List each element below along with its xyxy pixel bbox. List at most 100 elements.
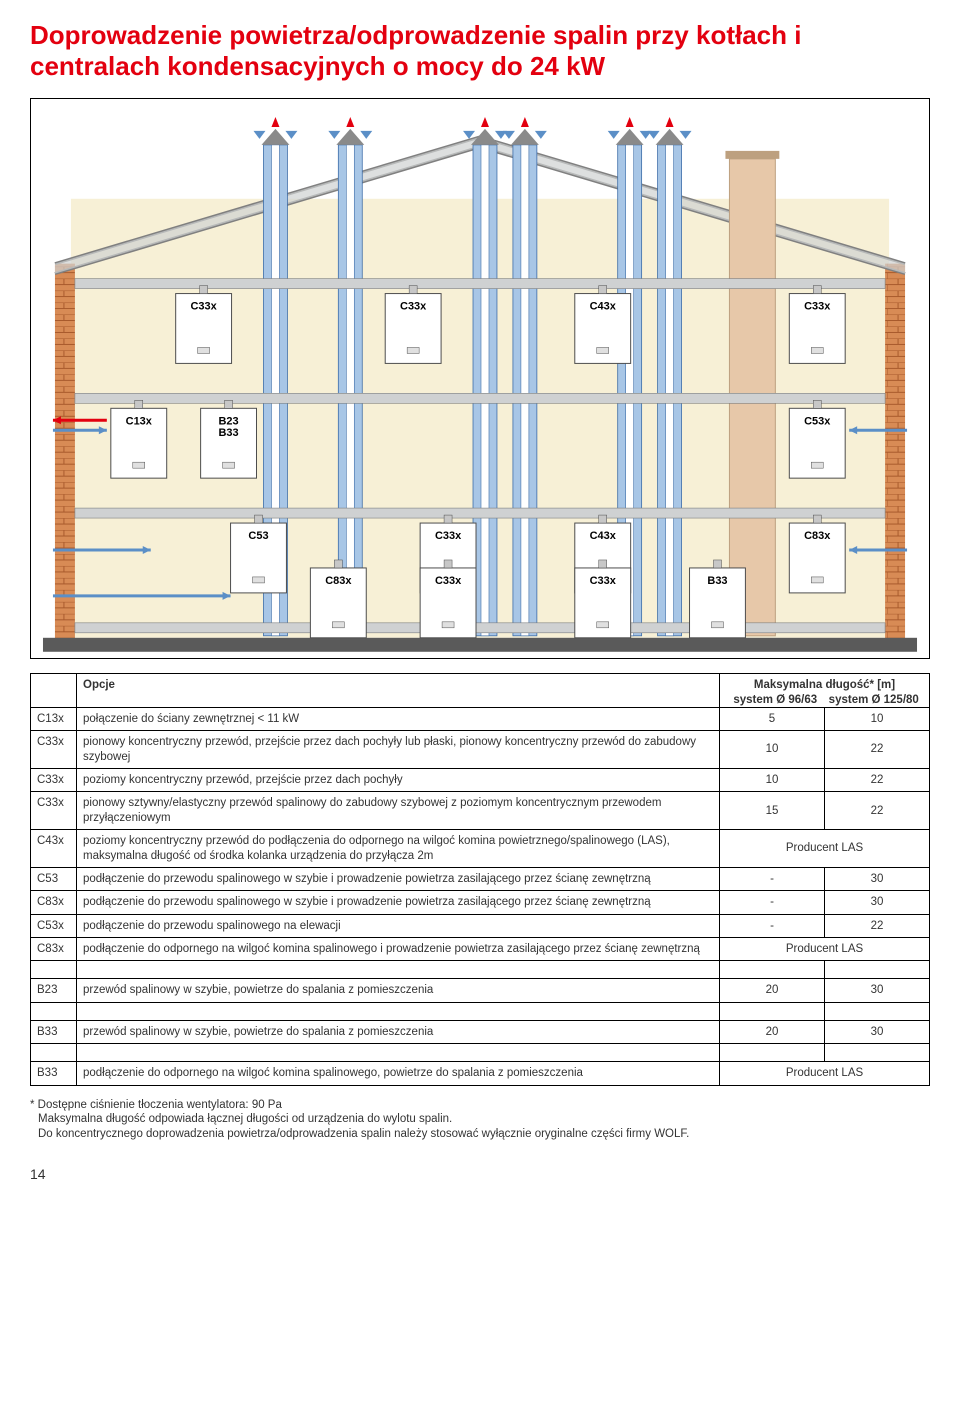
boiler-label: C53 <box>248 530 268 542</box>
row-code: C53 <box>31 867 77 890</box>
boiler-label: C33x <box>435 575 462 587</box>
spacer-row <box>31 961 930 979</box>
row-merged: Producent LAS <box>720 1062 930 1085</box>
footnote-line: Do koncentrycznego doprowadzenia powietr… <box>30 1127 930 1142</box>
row-desc: podłączenie do odpornego na wilgoć komin… <box>77 938 720 961</box>
boiler-unit: C33x <box>420 560 476 638</box>
row-val-b: 10 <box>825 707 930 730</box>
row-val-b: 30 <box>825 891 930 914</box>
row-desc: poziomy koncentryczny przewód do podłącz… <box>77 830 720 868</box>
row-desc: pionowy sztywny/elastyczny przewód spali… <box>77 792 720 830</box>
header-maxlen: Maksymalna długość* [m] <box>726 678 923 692</box>
row-code: C83x <box>31 891 77 914</box>
table-row: C33xpionowy koncentryczny przewód, przej… <box>31 731 930 769</box>
table-row: B33przewód spalinowy w szybie, powietrze… <box>31 1020 930 1043</box>
boiler-unit: B33 <box>690 560 746 638</box>
row-code: B33 <box>31 1062 77 1085</box>
boiler-label: B33 <box>707 575 727 587</box>
boiler-unit: C33x <box>176 286 232 364</box>
row-code: C83x <box>31 938 77 961</box>
boiler-label: B23 <box>219 416 239 428</box>
row-desc: przewód spalinowy w szybie, powietrze do… <box>77 1020 720 1043</box>
row-code: C33x <box>31 792 77 830</box>
row-val-b: 22 <box>825 914 930 937</box>
boiler-label: C83x <box>325 575 352 587</box>
row-val-a: 15 <box>720 792 825 830</box>
table-row: C43xpoziomy koncentryczny przewód do pod… <box>31 830 930 868</box>
page-number: 14 <box>30 1166 930 1182</box>
boiler-label: B33 <box>219 428 239 440</box>
boiler-unit: C83x <box>310 560 366 638</box>
table-row: B23przewód spalinowy w szybie, powietrze… <box>31 979 930 1002</box>
boiler-unit: C53x <box>789 401 845 479</box>
row-code: C43x <box>31 830 77 868</box>
table-row: C13xpołączenie do ściany zewnętrznej < 1… <box>31 707 930 730</box>
row-val-b: 22 <box>825 731 930 769</box>
row-desc: podłączenie do przewodu spalinowego w sz… <box>77 867 720 890</box>
table-row: C33xpoziomy koncentryczny przewód, przej… <box>31 769 930 792</box>
boiler-unit: B23B33 <box>201 401 257 479</box>
table-row: C83xpodłączenie do przewodu spalinowego … <box>31 891 930 914</box>
footnote-line: Maksymalna długość odpowiada łącznej dłu… <box>30 1112 930 1127</box>
options-table: Opcje Maksymalna długość* [m] system Ø 9… <box>30 673 930 1085</box>
boiler-label: C33x <box>590 575 617 587</box>
boiler-label: C53x <box>804 416 831 428</box>
row-val-a: - <box>720 914 825 937</box>
boiler-unit: C53 <box>231 515 287 593</box>
page-title: Doprowadzenie powietrza/odprowadzenie sp… <box>30 20 930 82</box>
boiler-label: C33x <box>191 301 218 313</box>
footnotes: * Dostępne ciśnienie tłoczenia wentylato… <box>30 1098 930 1143</box>
row-val-b: 30 <box>825 979 930 1002</box>
row-desc: podłączenie do przewodu spalinowego na e… <box>77 914 720 937</box>
row-code: C33x <box>31 769 77 792</box>
boiler-unit: C33x <box>385 286 441 364</box>
table-row: C53xpodłączenie do przewodu spalinowego … <box>31 914 930 937</box>
boiler-label: C13x <box>126 416 153 428</box>
header-sysB: system Ø 125/80 <box>825 693 924 707</box>
row-val-a: 10 <box>720 769 825 792</box>
boiler-label: C33x <box>435 530 462 542</box>
boiler-unit: C43x <box>575 286 631 364</box>
row-val-a: - <box>720 891 825 914</box>
boiler-label: C43x <box>590 530 617 542</box>
row-merged: Producent LAS <box>720 938 930 961</box>
row-val-b: 30 <box>825 867 930 890</box>
footnote-line: * Dostępne ciśnienie tłoczenia wentylato… <box>30 1098 930 1113</box>
row-val-b: 22 <box>825 769 930 792</box>
row-code: B33 <box>31 1020 77 1043</box>
row-code: C53x <box>31 914 77 937</box>
row-desc: podłączenie do odpornego na wilgoć komin… <box>77 1062 720 1085</box>
row-code: C33x <box>31 731 77 769</box>
row-merged: Producent LAS <box>720 830 930 868</box>
row-val-a: 20 <box>720 979 825 1002</box>
row-code: C13x <box>31 707 77 730</box>
header-sysA: system Ø 96/63 <box>726 693 825 707</box>
table-row: C83xpodłączenie do odpornego na wilgoć k… <box>31 938 930 961</box>
boiler-unit: C83x <box>789 515 845 593</box>
row-val-a: 10 <box>720 731 825 769</box>
row-val-a: 20 <box>720 1020 825 1043</box>
flue-diagram: C33xC33xC43xC33xC13xB23B33C53xC53C33xC43… <box>30 98 930 659</box>
row-desc: połączenie do ściany zewnętrznej < 11 kW <box>77 707 720 730</box>
boiler-label: C83x <box>804 530 831 542</box>
row-code: B23 <box>31 979 77 1002</box>
row-desc: podłączenie do przewodu spalinowego w sz… <box>77 891 720 914</box>
row-val-a: 5 <box>720 707 825 730</box>
table-row: C33xpionowy sztywny/elastyczny przewód s… <box>31 792 930 830</box>
table-row: C53podłączenie do przewodu spalinowego w… <box>31 867 930 890</box>
spacer-row <box>31 1044 930 1062</box>
boiler-label: C33x <box>804 301 831 313</box>
row-val-b: 22 <box>825 792 930 830</box>
header-options: Opcje <box>77 674 720 708</box>
boiler-unit: C13x <box>111 401 167 479</box>
row-desc: pionowy koncentryczny przewód, przejście… <box>77 731 720 769</box>
boiler-label: C43x <box>590 301 617 313</box>
row-val-b: 30 <box>825 1020 930 1043</box>
row-val-a: - <box>720 867 825 890</box>
row-desc: przewód spalinowy w szybie, powietrze do… <box>77 979 720 1002</box>
spacer-row <box>31 1002 930 1020</box>
table-row: B33podłączenie do odpornego na wilgoć ko… <box>31 1062 930 1085</box>
boiler-unit: C33x <box>575 560 631 638</box>
row-desc: poziomy koncentryczny przewód, przejście… <box>77 769 720 792</box>
boiler-label: C33x <box>400 301 427 313</box>
